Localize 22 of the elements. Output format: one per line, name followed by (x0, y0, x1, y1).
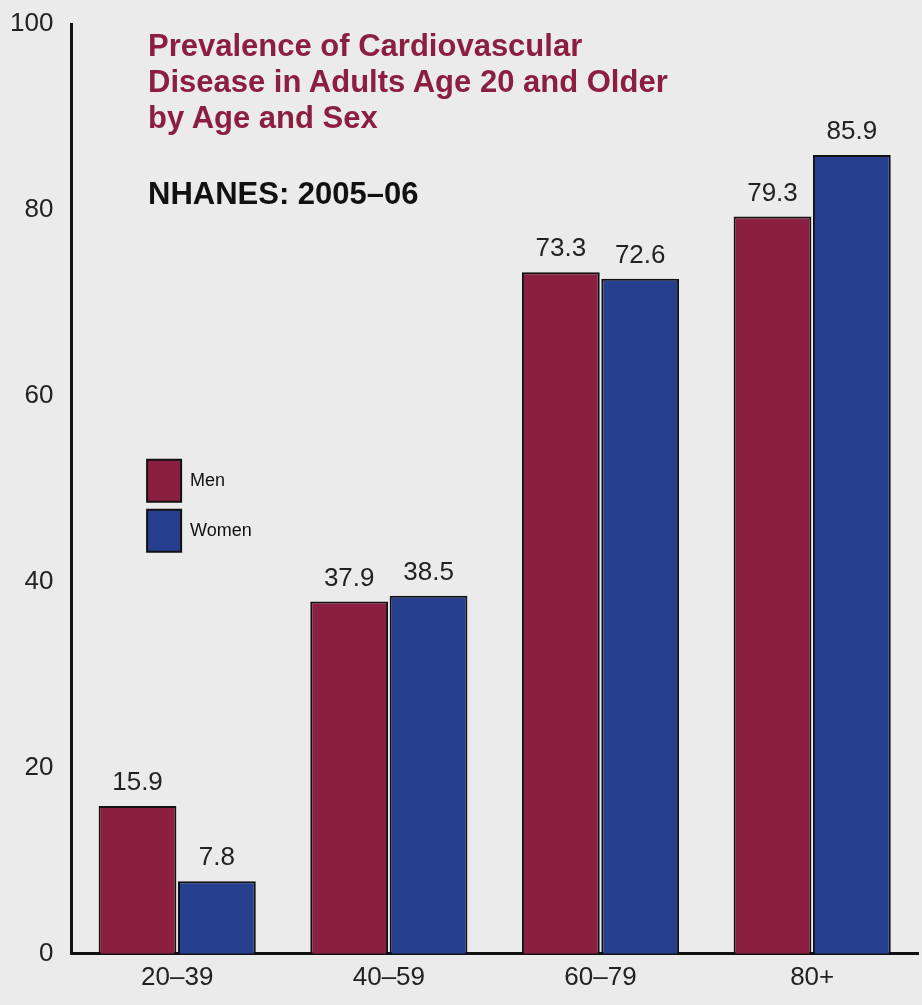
data-label: 79.3 (747, 176, 798, 207)
y-tick-label: 80 (24, 193, 54, 224)
data-label: 15.9 (112, 766, 163, 797)
legend-label: Men (190, 469, 226, 490)
x-tick-label: 20–39 (141, 960, 214, 991)
data-label: 85.9 (826, 115, 878, 146)
data-label: 7.8 (198, 841, 235, 872)
y-tick-label: 20 (24, 751, 54, 782)
y-tick-label: 100 (9, 7, 54, 38)
y-tick-label: 0 (38, 936, 54, 967)
x-tick-label: 60–79 (564, 960, 637, 991)
y-tick-label: 40 (24, 565, 54, 596)
x-tick-label: 40–59 (352, 960, 426, 991)
y-tick-label: 60 (24, 379, 54, 410)
data-label: 73.3 (535, 232, 587, 263)
data-label: 38.5 (403, 556, 454, 586)
data-label: 72.6 (614, 238, 666, 269)
legend-label: Women (190, 519, 252, 540)
data-label: 37.9 (323, 561, 375, 592)
text: Prevalence of Cardiovascular Disease in Adults Age 20 and Older by Age and Sex (148, 28, 669, 136)
x-tick-label: 80+ (790, 960, 835, 991)
text: NHANES: 2005–06 (148, 176, 419, 212)
